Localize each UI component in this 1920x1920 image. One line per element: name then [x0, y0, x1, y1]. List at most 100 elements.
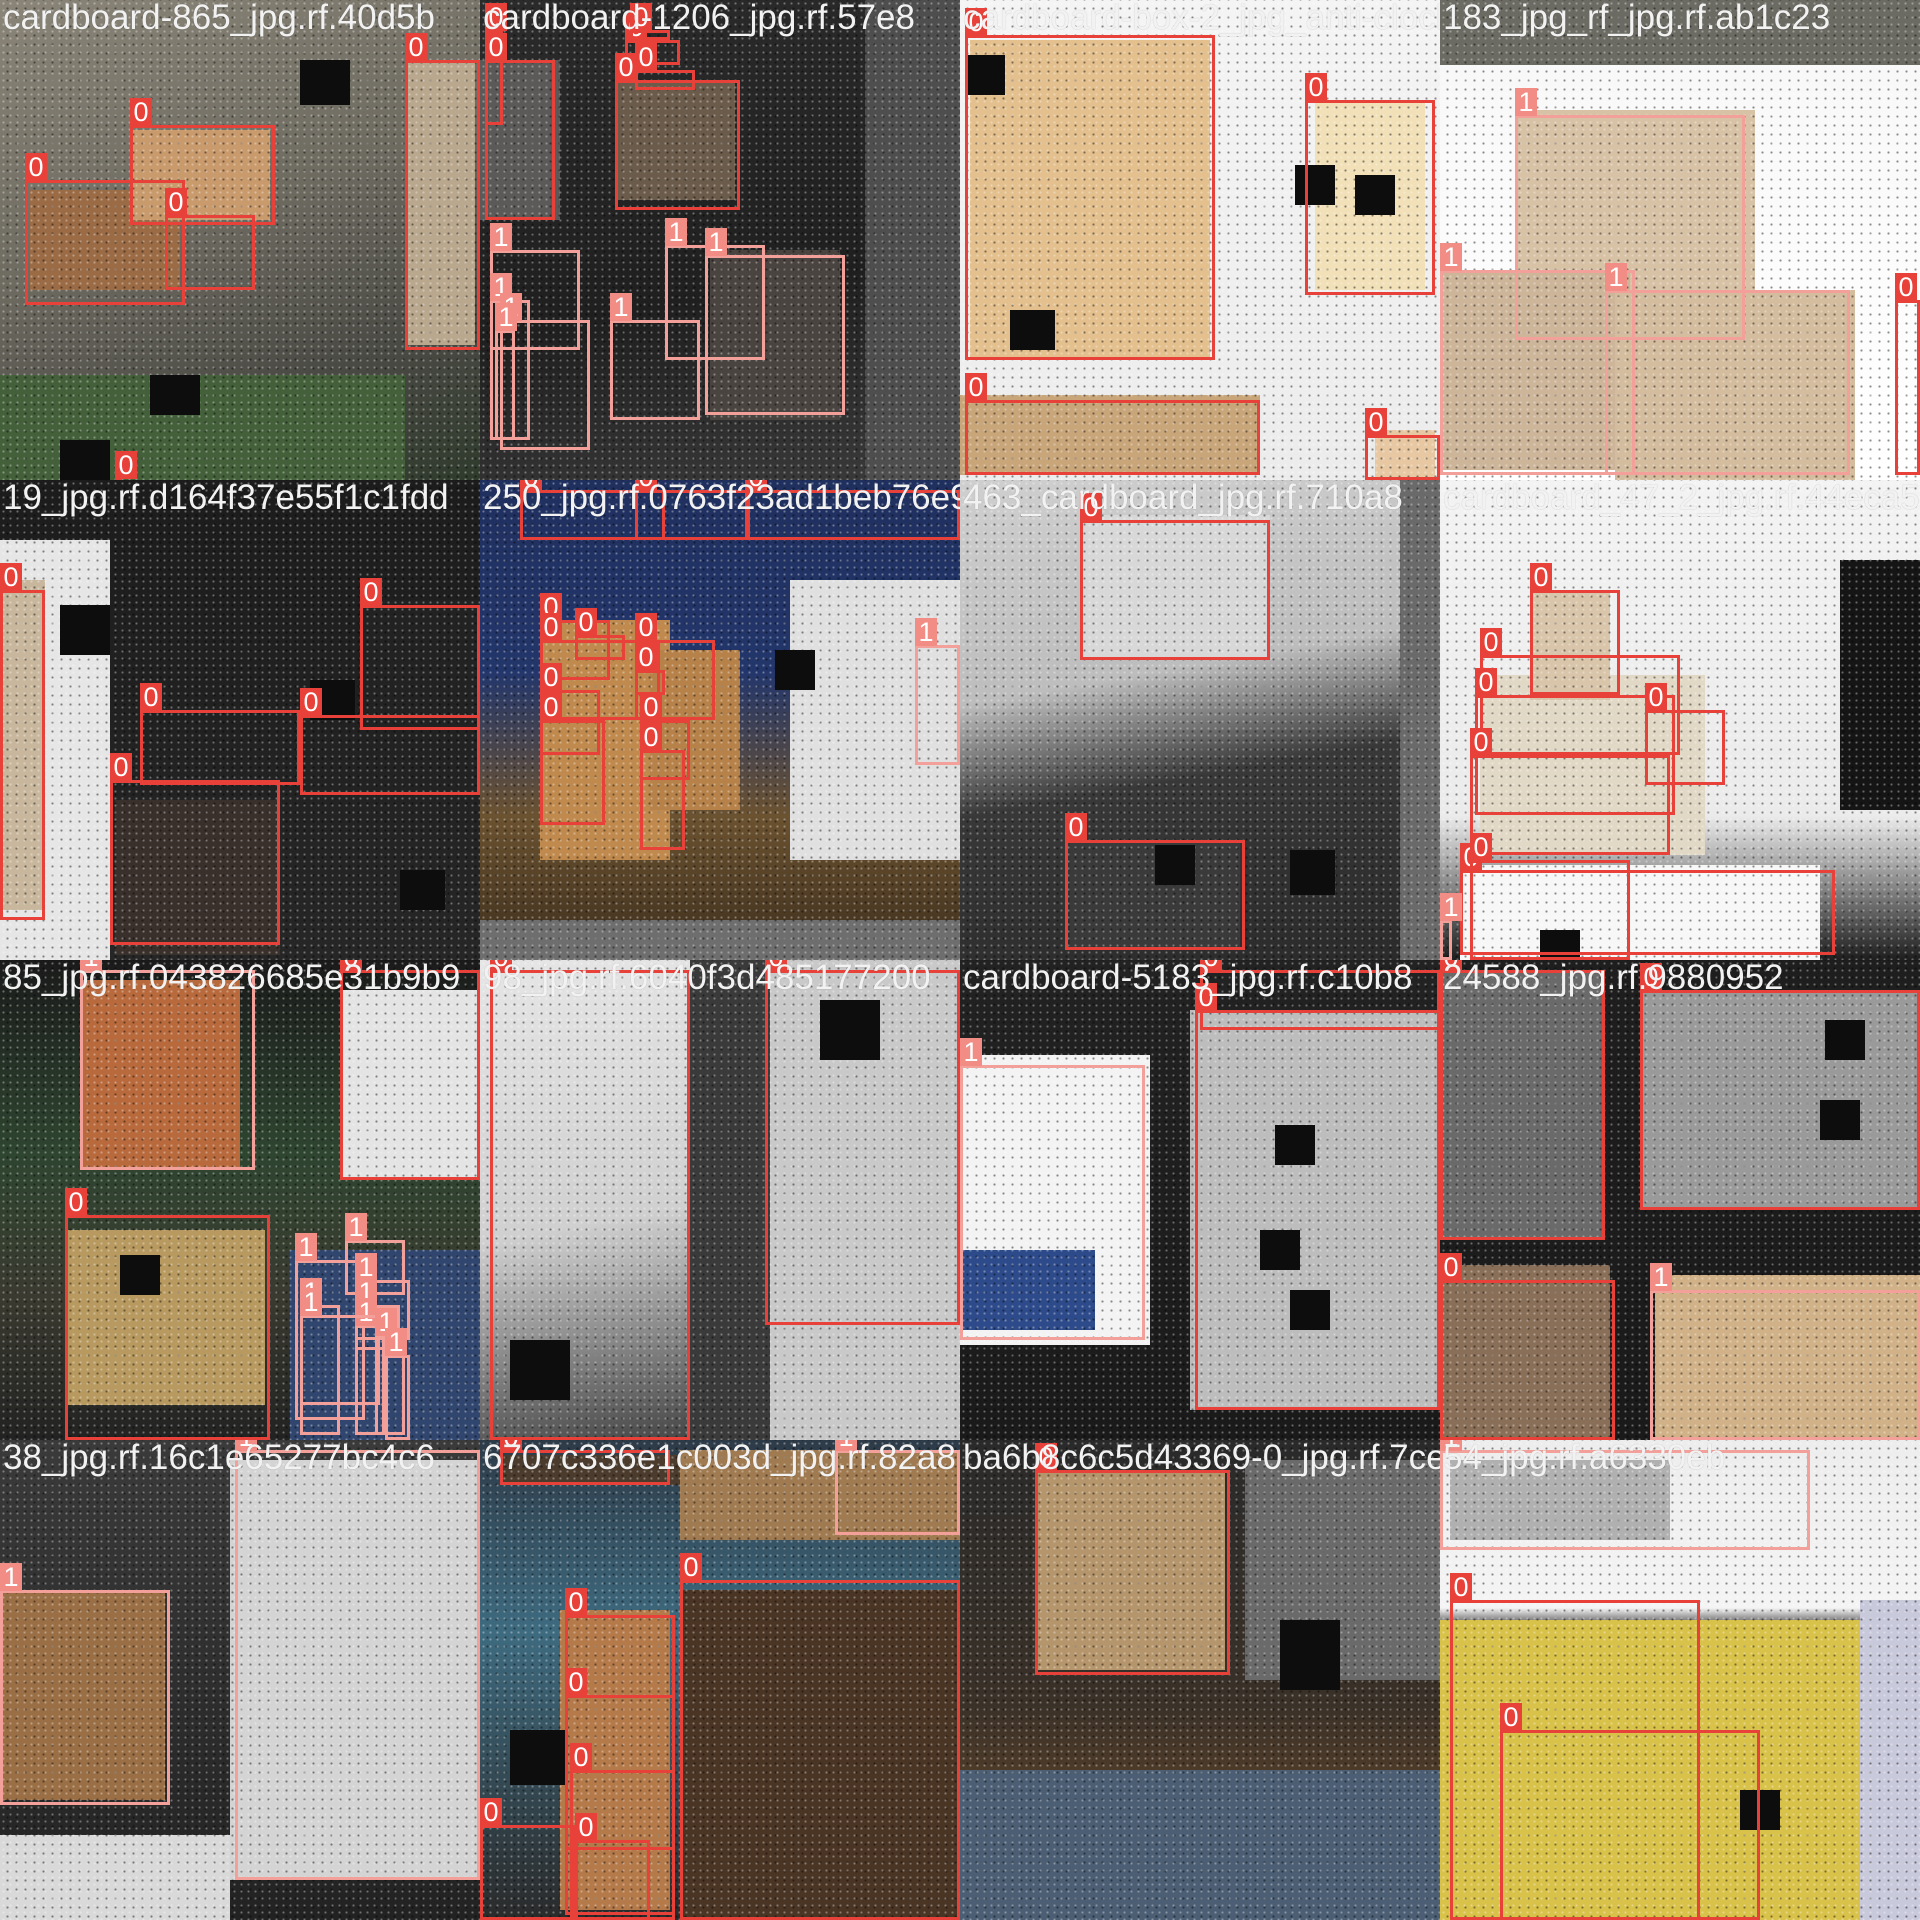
cardboard-box-image-region — [1860, 1600, 1920, 1920]
bounding-box-class-label: 0 — [765, 960, 787, 971]
cardboard-box-image-region — [340, 990, 480, 1180]
tile-filename: 19_jpg.rf.d164f37e55f1c1fdd — [3, 480, 449, 517]
bounding-box-class-1: 1 — [705, 228, 845, 415]
cardboard-box-image-region — [690, 960, 770, 1440]
bounding-box-class-1: 1 — [1440, 893, 1462, 960]
bounding-box-class-label: 0 — [575, 608, 597, 636]
mosaic-tile: 0 0 0 1 24588_jpg.rf.9880952 — [1440, 960, 1920, 1440]
bounding-box-class-1: 1 — [295, 1233, 365, 1420]
bounding-box-class-label: 0 — [640, 723, 662, 751]
bounding-box-class-label: 0 — [680, 1553, 702, 1581]
bounding-box-class-0: 0 — [130, 98, 275, 225]
bounding-box-class-label: 0 — [540, 693, 562, 721]
bounding-box-class-label: 0 — [1200, 960, 1222, 971]
bounding-box-class-label: 1 — [355, 1298, 377, 1326]
bounding-box-class-label: 0 — [635, 613, 657, 641]
bounding-box-class-label: 0 — [1480, 628, 1502, 656]
mosaic-tile: 1138_jpg.rf.16c1e65277bc4c6 — [0, 1440, 480, 1920]
bounding-box-class-0: 0 — [1640, 963, 1920, 1210]
bounding-box-class-0: 0 — [540, 613, 660, 720]
bounding-box-class-label: 0 — [520, 480, 542, 491]
bounding-box-class-label: 1 — [1515, 88, 1537, 116]
bounding-box-class-label: 1 — [295, 1233, 317, 1261]
bounding-box-class-0: 0 — [745, 480, 960, 540]
bounding-box-class-0: 0 — [520, 480, 665, 540]
bounding-box-class-0: 0 — [680, 1553, 960, 1920]
tile-filename: 85_jpg.rf.043826685e31b9b9 — [3, 960, 461, 997]
tile-filename: cardboard-1206_jpg.rf.57e8 — [483, 0, 915, 37]
tile-filename: 250_jpg.rf.0763f23ad1beb76e95 — [483, 480, 960, 517]
bounding-box-class-1: 1 — [1650, 1263, 1920, 1440]
bounding-box-class-label: 1 — [1440, 1440, 1462, 1451]
bounding-box-class-label: 0 — [745, 480, 767, 491]
bounding-box-class-0: 0 — [1530, 563, 1620, 695]
bounding-box-class-0: 0 — [140, 683, 300, 785]
bounding-box-class-0: 0 — [1365, 408, 1440, 480]
bounding-box-class-label: 0 — [65, 1188, 87, 1216]
mosaic-tile: 0000000000001250_jpg.rf.0763f23ad1beb76e… — [480, 480, 960, 960]
bounding-box-class-0: 0 — [1305, 73, 1435, 295]
cardboard-box-image-region — [360, 600, 480, 730]
bounding-box-class-label: 0 — [1365, 408, 1387, 436]
cardboard-box-image-region — [1400, 480, 1440, 960]
cutout-occluder-square — [1260, 1230, 1300, 1270]
mosaic-tile: 0098_jpg.rf.6040f3d485177200 — [480, 960, 960, 1440]
bounding-box-class-0: 0 — [65, 1188, 270, 1440]
tile-filename: ba6b8c6c5d43369-0_jpg.rf.7ce — [963, 1440, 1440, 1477]
bounding-box-class-1: 1 — [665, 218, 765, 360]
bounding-box-class-label: 0 — [1500, 1703, 1522, 1731]
bounding-box-class-label: 0 — [300, 688, 322, 716]
cutout-occluder-square — [150, 375, 200, 415]
bounding-box-class-0: 0 — [575, 608, 625, 660]
bounding-box-class-0: 0 — [25, 153, 185, 305]
bounding-box-class-1: 1 — [1440, 1440, 1810, 1550]
cutout-occluder-square — [1010, 310, 1055, 350]
bounding-box-class-label: 0 — [540, 613, 562, 641]
cardboard-box-image-region — [405, 60, 475, 345]
bounding-box-class-label: 1 — [960, 1038, 982, 1066]
cardboard-box-image-region — [1530, 590, 1610, 700]
bounding-box-class-label: 0 — [25, 153, 47, 181]
cardboard-box-image-region — [710, 250, 840, 420]
cutout-occluder-square — [510, 1340, 570, 1400]
mosaic-tile: 00000001cardboard_47_2_jpg.rf.44eca5 — [1440, 480, 1920, 960]
cutout-occluder-square — [1825, 1020, 1865, 1060]
bounding-box-class-1: 1 — [80, 960, 255, 1170]
bounding-box-class-label: 0 — [110, 753, 132, 781]
cardboard-box-image-region — [1460, 865, 1820, 960]
cutout-occluder-square — [60, 440, 110, 480]
tile-filename: 98_jpg.rf.6040f3d485177200 — [483, 960, 931, 997]
bounding-box-class-label: 0 — [1895, 273, 1917, 301]
bounding-box-class-1: 1 — [235, 1440, 480, 1880]
cardboard-box-image-region — [970, 40, 1210, 360]
tile-filename: cardboard-865_jpg.rf.40d5b — [3, 0, 435, 37]
cutout-occluder-square — [60, 605, 110, 655]
bounding-box-class-0: 0 — [1035, 1443, 1230, 1675]
bounding-box-class-0: 0 — [635, 480, 750, 540]
bounding-box-class-0: 0 — [965, 8, 1215, 360]
tile-filename: 24588_jpg.rf.9880952 — [1443, 960, 1784, 997]
cutout-occluder-square — [1280, 1620, 1340, 1690]
bounding-box-class-0: 0 — [340, 960, 480, 1180]
bounding-box-class-label: 0 — [140, 683, 162, 711]
cardboard-box-image-region — [1440, 0, 1920, 65]
bounding-box-class-label: 1 — [1440, 893, 1462, 921]
bounding-box-class-label: 0 — [115, 451, 137, 479]
bounding-box-class-label: 1 — [345, 1213, 367, 1241]
cutout-occluder-square — [1295, 165, 1335, 205]
bounding-box-class-label: 0 — [1475, 668, 1497, 696]
bounding-box-class-1: 1 — [385, 1328, 410, 1440]
bounding-box-class-label: 1 — [1440, 243, 1462, 271]
cardboard-box-image-region — [960, 1250, 1095, 1330]
cutout-occluder-square — [1740, 1790, 1780, 1830]
tile-filename: 183_jpg_rf_jpg.rf.ab1c23 — [1443, 0, 1831, 37]
mosaic-tile: 1 0 0 54_jpg.rf.a6330eb — [1440, 1440, 1920, 1920]
bounding-box-class-label: 0 — [405, 33, 427, 61]
bounding-box-class-label: 0 — [575, 1813, 597, 1841]
cutout-occluder-square — [965, 55, 1005, 95]
cardboard-box-image-region — [1035, 1470, 1225, 1670]
cardboard-box-image-region — [1450, 1460, 1670, 1540]
